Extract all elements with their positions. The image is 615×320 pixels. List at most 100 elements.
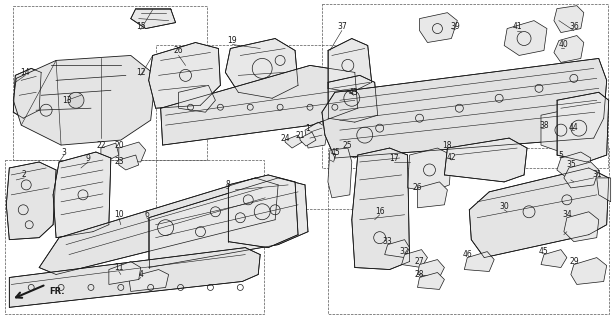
Polygon shape [564, 212, 599, 242]
Polygon shape [300, 132, 316, 146]
Polygon shape [564, 162, 599, 188]
Polygon shape [445, 138, 527, 182]
Bar [156, 44, 360, 209]
Text: 42: 42 [446, 153, 456, 162]
Polygon shape [285, 135, 302, 148]
Polygon shape [119, 142, 146, 162]
Polygon shape [408, 148, 451, 192]
Polygon shape [149, 178, 308, 268]
Polygon shape [225, 38, 298, 98]
Text: 38: 38 [539, 121, 549, 130]
Text: 27: 27 [415, 257, 424, 266]
Polygon shape [384, 240, 410, 258]
Polygon shape [149, 43, 220, 108]
Text: 22: 22 [96, 140, 106, 149]
Polygon shape [352, 148, 410, 269]
Polygon shape [6, 162, 56, 240]
Text: 40: 40 [559, 40, 569, 49]
Text: 26: 26 [174, 46, 183, 55]
Text: 19: 19 [228, 36, 237, 45]
Polygon shape [541, 250, 567, 268]
Polygon shape [571, 258, 606, 284]
Text: 44: 44 [569, 123, 579, 132]
Polygon shape [557, 92, 609, 162]
Text: 11: 11 [114, 263, 124, 272]
Text: 21: 21 [295, 131, 305, 140]
Polygon shape [39, 178, 278, 275]
Polygon shape [328, 38, 371, 92]
Text: 20: 20 [114, 140, 124, 149]
Polygon shape [418, 260, 445, 277]
Text: 9: 9 [85, 154, 90, 163]
Text: 34: 34 [562, 210, 572, 219]
Polygon shape [418, 273, 445, 289]
Circle shape [68, 92, 84, 108]
Bar [322, 4, 608, 168]
Text: 6: 6 [145, 210, 149, 219]
Polygon shape [418, 182, 447, 208]
Text: 12: 12 [136, 68, 146, 77]
Polygon shape [161, 65, 358, 145]
Polygon shape [597, 178, 611, 202]
Polygon shape [554, 6, 584, 33]
Text: 46: 46 [462, 250, 472, 259]
Polygon shape [504, 20, 547, 55]
Text: 15: 15 [136, 22, 146, 31]
Polygon shape [464, 252, 494, 271]
Text: 43: 43 [349, 88, 359, 97]
Text: 3: 3 [62, 148, 66, 156]
Text: 30: 30 [499, 202, 509, 211]
Text: 18: 18 [443, 140, 452, 149]
Text: 2: 2 [22, 171, 26, 180]
Text: 32: 32 [400, 247, 410, 256]
Polygon shape [402, 250, 427, 268]
Polygon shape [14, 68, 41, 118]
Text: 1: 1 [306, 124, 311, 132]
Text: 45: 45 [539, 247, 549, 256]
Text: 31: 31 [592, 171, 601, 180]
Polygon shape [322, 59, 606, 158]
Polygon shape [53, 152, 111, 238]
Text: 10: 10 [114, 210, 124, 219]
Text: 29: 29 [569, 257, 579, 266]
Text: 16: 16 [375, 207, 384, 216]
Text: 36: 36 [569, 22, 579, 31]
Polygon shape [469, 168, 609, 258]
Polygon shape [129, 269, 169, 292]
Text: 25: 25 [342, 140, 352, 149]
Polygon shape [305, 122, 328, 148]
Polygon shape [328, 76, 378, 122]
Polygon shape [345, 143, 366, 158]
Polygon shape [334, 147, 352, 162]
Polygon shape [131, 9, 175, 28]
Text: 33: 33 [383, 237, 392, 246]
Text: 13: 13 [62, 96, 72, 105]
Polygon shape [541, 108, 587, 152]
Text: 26: 26 [413, 183, 423, 192]
Polygon shape [14, 55, 156, 145]
Text: 24: 24 [280, 133, 290, 143]
Polygon shape [109, 261, 141, 284]
Text: 5: 5 [558, 150, 563, 160]
Polygon shape [557, 152, 591, 178]
Text: 23: 23 [114, 157, 124, 166]
Text: 17: 17 [389, 154, 399, 163]
Text: 37: 37 [337, 22, 347, 31]
Polygon shape [101, 143, 119, 160]
Bar [14, 6, 207, 160]
Text: 35: 35 [566, 160, 576, 170]
Polygon shape [9, 248, 260, 307]
Polygon shape [178, 85, 215, 112]
Text: 41: 41 [512, 22, 522, 31]
Text: 4: 4 [138, 270, 143, 279]
Text: 8: 8 [226, 180, 231, 189]
Polygon shape [328, 148, 352, 198]
Text: 28: 28 [415, 270, 424, 279]
Polygon shape [228, 175, 298, 248]
Text: 39: 39 [450, 22, 460, 31]
Bar [6, 160, 264, 314]
Polygon shape [419, 13, 458, 43]
Polygon shape [119, 155, 139, 170]
Text: 14: 14 [20, 68, 30, 77]
Bar [328, 148, 609, 314]
